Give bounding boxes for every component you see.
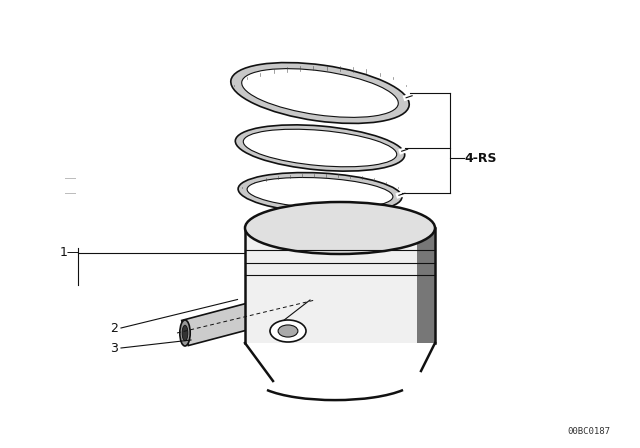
Ellipse shape	[247, 177, 393, 208]
Ellipse shape	[245, 202, 435, 254]
Text: 4-RS: 4-RS	[464, 151, 497, 164]
Ellipse shape	[242, 69, 398, 117]
Ellipse shape	[238, 172, 402, 213]
Ellipse shape	[270, 320, 306, 342]
Text: 3: 3	[110, 341, 118, 354]
Text: 00BC0187: 00BC0187	[567, 427, 610, 436]
Polygon shape	[182, 288, 314, 345]
Polygon shape	[245, 228, 435, 343]
Ellipse shape	[182, 325, 188, 341]
Ellipse shape	[243, 129, 397, 167]
Text: 2: 2	[110, 322, 118, 335]
Ellipse shape	[305, 287, 315, 313]
Ellipse shape	[236, 125, 404, 171]
Ellipse shape	[231, 63, 409, 124]
Ellipse shape	[278, 325, 298, 337]
Text: 1—: 1—	[60, 246, 81, 259]
Polygon shape	[417, 228, 435, 343]
Ellipse shape	[180, 320, 190, 346]
